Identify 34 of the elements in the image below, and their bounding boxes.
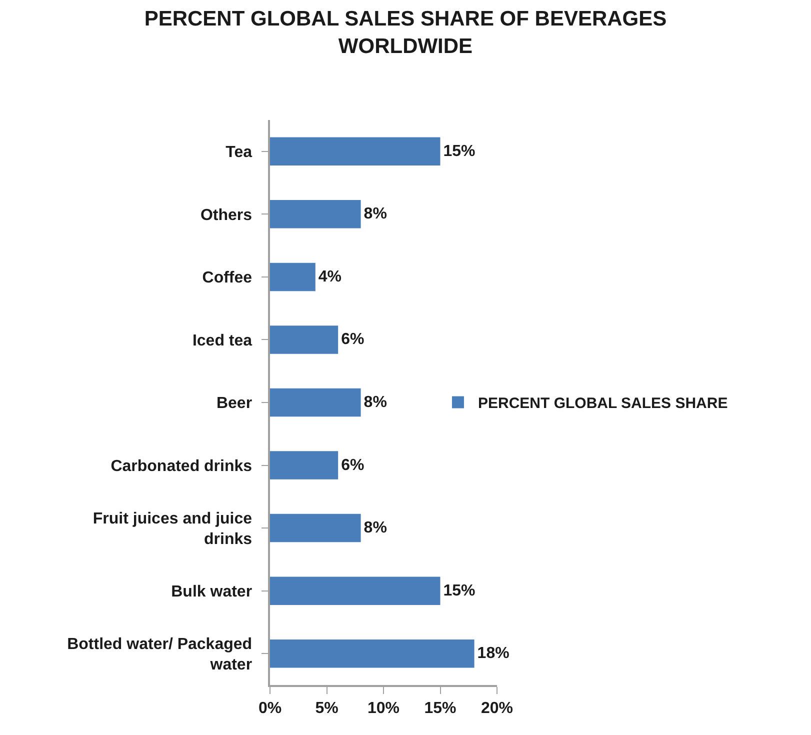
y-tick-label: Bulk water: [171, 583, 252, 600]
data-label: 8%: [364, 520, 387, 537]
bar: [270, 451, 338, 480]
y-tick-label: Coffee: [202, 270, 252, 287]
data-label: 8%: [364, 394, 387, 412]
data-label: 15%: [443, 582, 476, 600]
x-tick-label: 20%: [480, 700, 514, 717]
y-tick-label: Others: [200, 206, 252, 224]
y-tick-label: Carbonated drinks: [110, 458, 252, 475]
chart-title: PERCENT GLOBAL SALES SHARE OF BEVERAGES WORLDWIDE: [144, 8, 667, 58]
data-label: 4%: [318, 268, 342, 286]
bar: [270, 514, 361, 542]
y-tick-label: Fruit juices and juice drinks: [92, 510, 252, 548]
y-tick-label: Iced tea: [192, 332, 252, 350]
bar: [270, 200, 361, 228]
x-tick-label: 10%: [367, 700, 400, 717]
y-tick-label: Tea: [226, 144, 252, 161]
x-tick-label: 0%: [258, 700, 282, 717]
data-label: 6%: [341, 456, 364, 474]
bar: [270, 262, 316, 292]
bar: [270, 576, 440, 605]
data-label: 18%: [477, 645, 510, 662]
y-tick-label: Bottled water/ Packaged water: [67, 636, 252, 674]
bar: [270, 388, 361, 417]
y-tick-label: Beer: [216, 395, 252, 412]
data-label: 6%: [341, 331, 364, 348]
data-label: 8%: [364, 206, 387, 223]
legend-label: PERCENT GLOBAL SALES SHARE: [478, 395, 728, 412]
x-tick-label: 5%: [315, 700, 338, 717]
bar: [270, 137, 440, 166]
bar: [270, 639, 474, 668]
x-tick-label: 15%: [424, 700, 456, 717]
data-label: 15%: [443, 142, 476, 160]
bar: [270, 326, 338, 354]
